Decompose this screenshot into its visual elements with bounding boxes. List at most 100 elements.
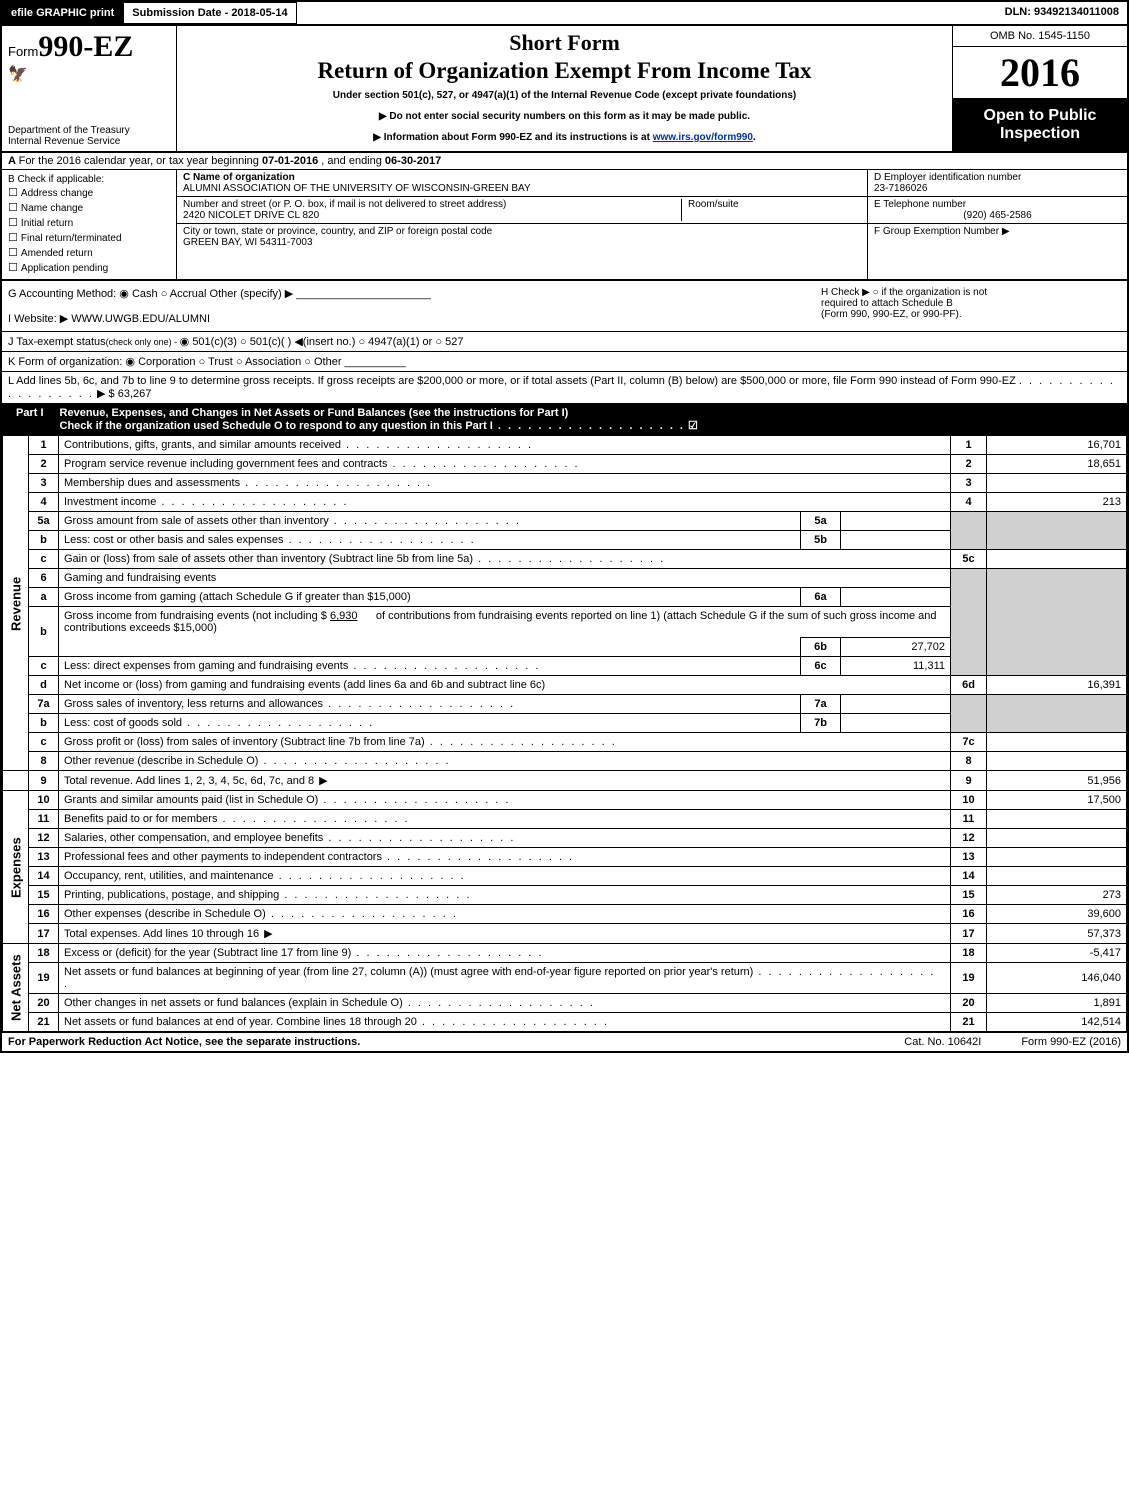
ln-4-rno: 4 xyxy=(951,493,987,512)
j-527[interactable]: 527 xyxy=(435,336,463,348)
ln-3-no: 3 xyxy=(29,474,59,493)
ln-8-desc: Other revenue (describe in Schedule O) xyxy=(64,755,258,767)
ln-5b-mid: 5b xyxy=(801,531,841,550)
ln-5a-midval xyxy=(841,512,951,531)
form-prefix: Form xyxy=(8,44,38,59)
g-accrual[interactable]: Accrual xyxy=(161,288,207,300)
ln-7c-val xyxy=(987,733,1127,752)
ln-19-no: 19 xyxy=(29,963,59,994)
f-arrow: ▶ xyxy=(1002,226,1010,237)
g-other[interactable]: Other (specify) ▶ xyxy=(210,288,294,300)
ln-6a-no: a xyxy=(29,588,59,607)
e-lbl: E Telephone number xyxy=(874,199,1121,210)
ein: 23-7186026 xyxy=(874,183,1121,194)
ln-5a-mid: 5a xyxy=(801,512,841,531)
part1-title: Revenue, Expenses, and Changes in Net As… xyxy=(60,407,569,419)
irs-seal-icon: 🦅 xyxy=(8,64,170,84)
ln-18-rno: 18 xyxy=(951,944,987,963)
dept-treasury: Department of the Treasury xyxy=(8,125,170,136)
dln: DLN: 93492134011008 xyxy=(997,2,1127,24)
ln-21-no: 21 xyxy=(29,1013,59,1032)
ln-6c-midval: 11,311 xyxy=(841,657,951,676)
ln-6a-midval xyxy=(841,588,951,607)
ln-14-desc: Occupancy, rent, utilities, and maintena… xyxy=(64,870,274,882)
ln-7c-rno: 7c xyxy=(951,733,987,752)
ln-2-val: 18,651 xyxy=(987,455,1127,474)
org-city: GREEN BAY, WI 54311-7003 xyxy=(183,237,861,248)
chk-final-return[interactable]: Final return/terminated xyxy=(8,230,170,245)
tax-year: 2016 xyxy=(953,47,1127,99)
ln-5a-no: 5a xyxy=(29,512,59,531)
irs-link[interactable]: www.irs.gov/form990 xyxy=(653,132,753,143)
ln-19-rno: 19 xyxy=(951,963,987,994)
ln-7b-no: b xyxy=(29,714,59,733)
chk-initial-return[interactable]: Initial return xyxy=(8,215,170,230)
form-code: 990-EZ xyxy=(38,30,133,63)
ln-1-desc: Contributions, gifts, grants, and simila… xyxy=(64,439,533,451)
chk-name-change[interactable]: Name change xyxy=(8,200,170,215)
k-other[interactable]: Other xyxy=(304,356,341,368)
k-corp[interactable]: Corporation xyxy=(125,356,195,368)
info-pre: Information about Form 990-EZ and its in… xyxy=(384,132,653,143)
ln-15-val: 273 xyxy=(987,886,1127,905)
ln-16-val: 39,600 xyxy=(987,905,1127,924)
side-netassets: Net Assets xyxy=(3,944,29,1032)
c-city-lbl: City or town, state or province, country… xyxy=(183,226,861,237)
telephone: (920) 465-2586 xyxy=(874,210,1121,221)
ln-13-rno: 13 xyxy=(951,848,987,867)
h-lbl: H Check ▶ xyxy=(821,287,870,298)
ln-7a-no: 7a xyxy=(29,695,59,714)
ln-1-val: 16,701 xyxy=(987,436,1127,455)
side-revenue: Revenue xyxy=(3,436,29,771)
j-501c[interactable]: 501(c)( ) xyxy=(240,336,291,348)
ln-20-desc: Other changes in net assets or fund bala… xyxy=(64,997,403,1009)
open-to-public: Open to Public Inspection xyxy=(953,99,1127,151)
l-val: ▶ $ 63,267 xyxy=(97,388,151,400)
l-txt: L Add lines 5b, 6c, and 7b to line 9 to … xyxy=(8,375,1016,387)
ln-12-desc: Salaries, other compensation, and employ… xyxy=(64,832,323,844)
efile-print-button[interactable]: efile GRAPHIC print xyxy=(2,2,123,24)
ln-15-desc: Printing, publications, postage, and shi… xyxy=(64,889,279,901)
ln-6d-val: 16,391 xyxy=(987,676,1127,695)
ln-14-rno: 14 xyxy=(951,867,987,886)
ln-6d-desc: Net income or (loss) from gaming and fun… xyxy=(59,676,951,695)
chk-address-change[interactable]: Address change xyxy=(8,185,170,200)
website-link[interactable]: WWW.UWGB.EDU/ALUMNI xyxy=(71,313,210,325)
footer-right: Form 990-EZ (2016) xyxy=(1021,1036,1121,1048)
submission-date: Submission Date - 2018-05-14 xyxy=(123,2,296,24)
ln-9-no: 9 xyxy=(29,771,59,791)
k-trust[interactable]: Trust xyxy=(199,356,233,368)
ln-11-desc: Benefits paid to or for members xyxy=(64,813,217,825)
ln-7b-mid: 7b xyxy=(801,714,841,733)
ln-8-rno: 8 xyxy=(951,752,987,771)
ln-11-val xyxy=(987,810,1127,829)
ln-11-no: 11 xyxy=(29,810,59,829)
ln-7b-midval xyxy=(841,714,951,733)
org-name: ALUMNI ASSOCIATION OF THE UNIVERSITY OF … xyxy=(183,183,861,194)
ln-17-rno: 17 xyxy=(951,924,987,944)
j-4947[interactable]: 4947(a)(1) or xyxy=(358,336,432,348)
part1-sub: Check if the organization used Schedule … xyxy=(60,420,493,432)
ln-18-val: -5,417 xyxy=(987,944,1127,963)
ln-12-no: 12 xyxy=(29,829,59,848)
ln-11-rno: 11 xyxy=(951,810,987,829)
open-line2: Inspection xyxy=(1000,125,1080,143)
ln-16-desc: Other expenses (describe in Schedule O) xyxy=(64,908,266,920)
ln-5b-no: b xyxy=(29,531,59,550)
ln-18-desc: Excess or (deficit) for the year (Subtra… xyxy=(64,947,351,959)
room-suite-lbl: Room/suite xyxy=(681,199,861,221)
open-line1: Open to Public xyxy=(984,107,1097,125)
footer-left: For Paperwork Reduction Act Notice, see … xyxy=(8,1036,360,1048)
g-cash[interactable]: Cash xyxy=(119,288,157,300)
k-assoc[interactable]: Association xyxy=(236,356,301,368)
line-k: K Form of organization: Corporation Trus… xyxy=(2,352,1127,372)
ln-5c-desc: Gain or (loss) from sale of assets other… xyxy=(64,553,473,565)
ln-6b-pre: Gross income from fundraising events (no… xyxy=(64,610,327,622)
ln-7c-desc: Gross profit or (loss) from sales of inv… xyxy=(64,736,425,748)
chk-amended-return[interactable]: Amended return xyxy=(8,245,170,260)
ln-12-rno: 12 xyxy=(951,829,987,848)
ln-10-desc: Grants and similar amounts paid (list in… xyxy=(64,794,318,806)
j-501c3[interactable]: 501(c)(3) xyxy=(180,336,237,348)
d-lbl: D Employer identification number xyxy=(874,172,1121,183)
chk-application-pending[interactable]: Application pending xyxy=(8,260,170,275)
